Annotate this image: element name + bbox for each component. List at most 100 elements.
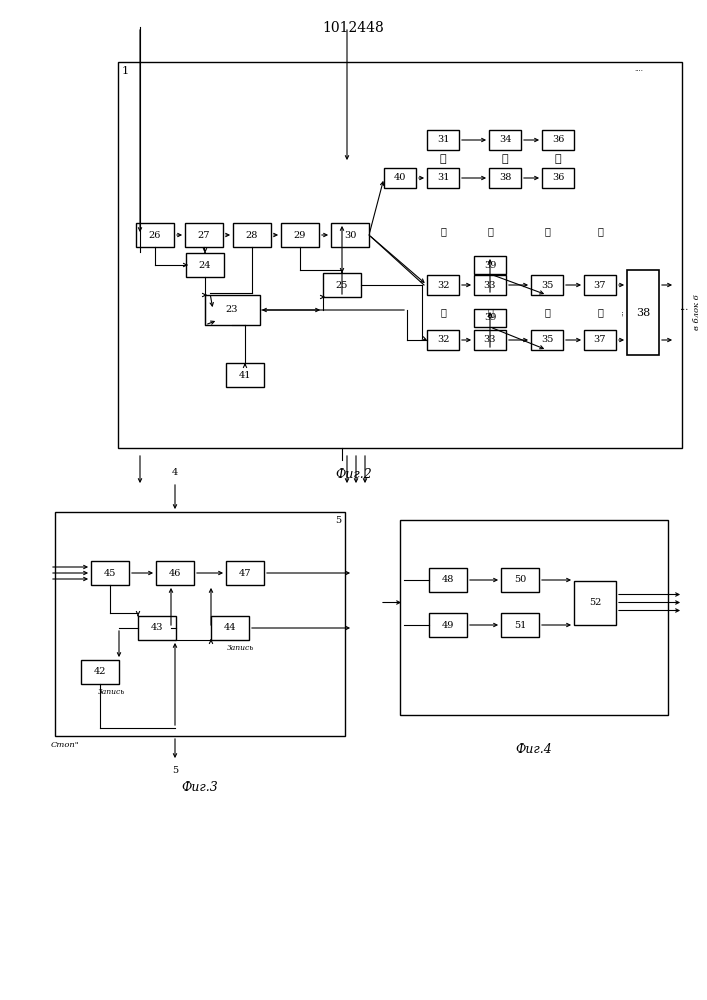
Bar bbox=[429, 568, 467, 592]
Text: 38: 38 bbox=[636, 308, 650, 318]
Text: ⋮: ⋮ bbox=[487, 227, 493, 236]
Bar bbox=[156, 561, 194, 585]
Text: 50: 50 bbox=[514, 576, 526, 584]
Text: 42: 42 bbox=[94, 668, 106, 676]
Text: 1012448: 1012448 bbox=[322, 21, 385, 35]
Text: ⋮: ⋮ bbox=[555, 154, 561, 164]
Text: ⋮: ⋮ bbox=[544, 308, 550, 317]
Text: 37: 37 bbox=[594, 280, 606, 290]
Bar bbox=[281, 223, 319, 247]
Text: 37: 37 bbox=[594, 336, 606, 344]
Bar bbox=[323, 273, 361, 297]
Text: ⋮: ⋮ bbox=[597, 308, 603, 317]
Bar bbox=[531, 330, 563, 350]
Text: 26: 26 bbox=[148, 231, 161, 239]
Text: ⋮: ⋮ bbox=[440, 154, 446, 164]
Text: 52: 52 bbox=[589, 598, 601, 607]
Bar bbox=[138, 616, 176, 640]
Bar bbox=[501, 568, 539, 592]
Bar bbox=[542, 130, 574, 150]
Text: 36: 36 bbox=[551, 135, 564, 144]
Bar bbox=[186, 253, 224, 277]
Bar bbox=[627, 270, 659, 355]
Text: 4: 4 bbox=[172, 468, 178, 477]
Text: 30: 30 bbox=[344, 231, 356, 239]
Text: 27: 27 bbox=[198, 231, 210, 239]
Text: 35: 35 bbox=[541, 336, 553, 344]
Text: 29: 29 bbox=[294, 231, 306, 239]
Bar bbox=[226, 363, 264, 387]
Text: 1: 1 bbox=[122, 66, 129, 76]
Bar bbox=[427, 275, 459, 295]
Bar bbox=[429, 613, 467, 637]
Bar bbox=[584, 330, 616, 350]
Text: 47: 47 bbox=[239, 568, 251, 578]
Bar bbox=[542, 168, 574, 188]
Text: ⋮: ⋮ bbox=[502, 154, 508, 164]
Bar bbox=[211, 616, 249, 640]
Text: 49: 49 bbox=[442, 620, 454, 630]
Bar bbox=[136, 223, 174, 247]
Text: 24: 24 bbox=[199, 260, 211, 269]
Text: 43: 43 bbox=[151, 624, 163, 633]
Text: 36: 36 bbox=[551, 174, 564, 182]
Text: Фиг.2: Фиг.2 bbox=[335, 468, 372, 481]
Text: 32: 32 bbox=[437, 336, 449, 344]
Bar bbox=[574, 580, 616, 624]
Text: 48: 48 bbox=[442, 576, 454, 584]
Text: 51: 51 bbox=[514, 620, 526, 630]
Text: 45: 45 bbox=[104, 568, 116, 578]
Text: в блок 6: в блок 6 bbox=[693, 294, 701, 330]
Bar bbox=[489, 168, 521, 188]
Bar bbox=[226, 561, 264, 585]
Text: 39: 39 bbox=[484, 314, 496, 322]
Text: 25: 25 bbox=[336, 280, 348, 290]
Text: Фиг.3: Фиг.3 bbox=[182, 781, 218, 794]
Text: ...: ... bbox=[617, 309, 625, 316]
Text: ⋮: ⋮ bbox=[487, 308, 493, 317]
Text: 5: 5 bbox=[172, 766, 178, 775]
Text: 33: 33 bbox=[484, 336, 496, 344]
Text: ⋮: ⋮ bbox=[597, 227, 603, 236]
Bar bbox=[474, 256, 506, 274]
Bar bbox=[474, 275, 506, 295]
Bar bbox=[118, 62, 682, 448]
Text: ⋮: ⋮ bbox=[544, 227, 550, 236]
Text: 44: 44 bbox=[223, 624, 236, 633]
Text: 41: 41 bbox=[239, 370, 251, 379]
Text: 34: 34 bbox=[498, 135, 511, 144]
Bar bbox=[55, 512, 345, 736]
Bar bbox=[531, 275, 563, 295]
Bar bbox=[427, 330, 459, 350]
Text: Фиг.4: Фиг.4 bbox=[515, 743, 552, 756]
Text: 31: 31 bbox=[437, 135, 449, 144]
Bar bbox=[384, 168, 416, 188]
Text: Стоп": Стоп" bbox=[51, 741, 80, 749]
Text: Запись: Запись bbox=[227, 644, 255, 652]
Text: 35: 35 bbox=[541, 280, 553, 290]
Bar bbox=[233, 223, 271, 247]
Bar bbox=[501, 613, 539, 637]
Text: 38: 38 bbox=[499, 174, 511, 182]
Text: 31: 31 bbox=[437, 174, 449, 182]
Text: 33: 33 bbox=[484, 280, 496, 290]
Bar bbox=[474, 309, 506, 327]
Text: Запись: Запись bbox=[98, 688, 125, 696]
Bar bbox=[81, 660, 119, 684]
Bar bbox=[400, 520, 668, 715]
Text: ....: .... bbox=[634, 65, 643, 73]
Text: 46: 46 bbox=[169, 568, 181, 578]
Text: 5: 5 bbox=[335, 516, 341, 525]
Text: 40: 40 bbox=[394, 174, 407, 182]
Bar bbox=[427, 130, 459, 150]
Bar bbox=[474, 330, 506, 350]
Text: 39: 39 bbox=[484, 260, 496, 269]
Text: ...: ... bbox=[679, 303, 689, 312]
Bar bbox=[489, 130, 521, 150]
Bar bbox=[204, 295, 259, 325]
Bar bbox=[584, 275, 616, 295]
Bar bbox=[427, 168, 459, 188]
Text: ⋮: ⋮ bbox=[440, 227, 446, 236]
Text: 32: 32 bbox=[437, 280, 449, 290]
Text: 23: 23 bbox=[226, 306, 238, 314]
